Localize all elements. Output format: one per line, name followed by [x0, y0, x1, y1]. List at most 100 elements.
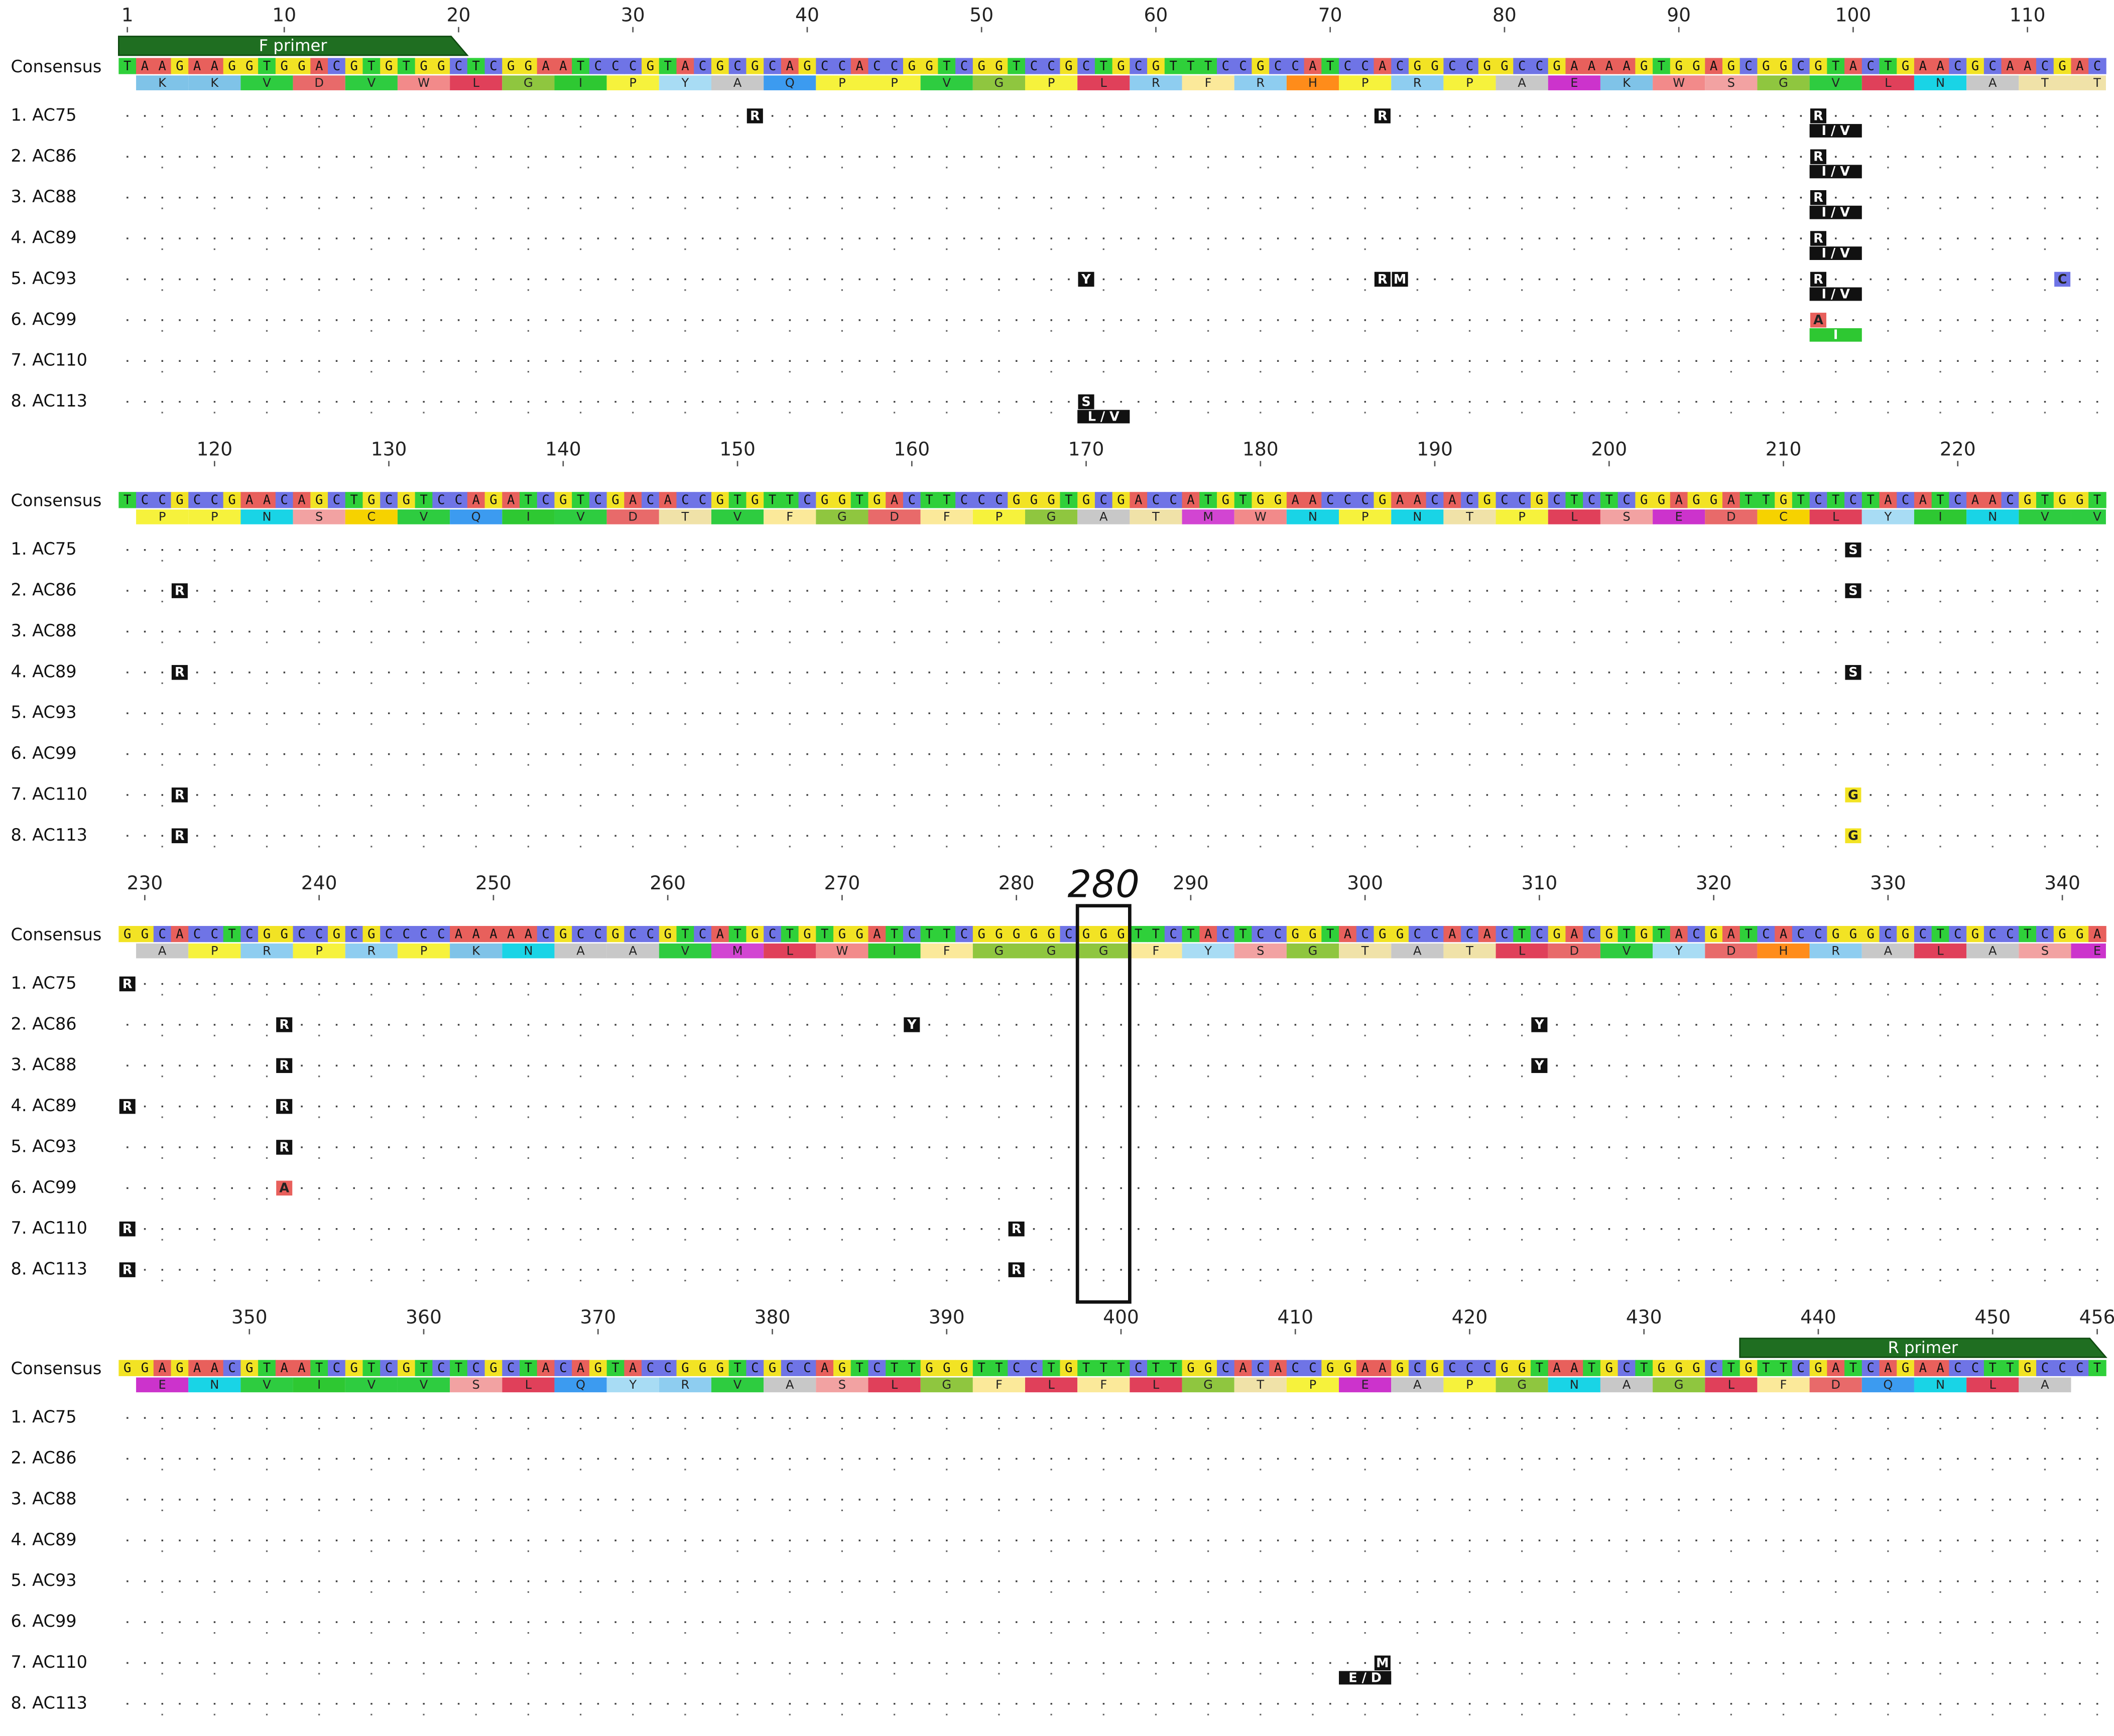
sequence-name: 8. AC113 [11, 1693, 87, 1712]
nucleotide-cell [1182, 925, 1200, 943]
amino-acid: N [210, 1378, 219, 1392]
nucleotide: G [1117, 59, 1125, 74]
nucleotide-cell [659, 492, 677, 508]
nucleotide: T [1152, 926, 1160, 942]
amino-acid: V [420, 1378, 428, 1392]
variant-base: R [1378, 272, 1388, 287]
nucleotide-cell [2036, 58, 2054, 74]
nucleotide: T [1082, 1361, 1090, 1376]
nucleotide-cell [1391, 492, 1409, 508]
amino-acid-cell [1861, 75, 1914, 90]
amino-acid: G [1203, 1378, 1213, 1392]
amino-acid: G [994, 944, 1004, 958]
nucleotide-cell [1687, 925, 1706, 943]
sequence-name: 6. AC99 [11, 1177, 77, 1197]
amino-acid-cell [188, 509, 241, 524]
nucleotide-cell [502, 925, 520, 943]
consensus-label: Consensus [11, 924, 102, 944]
nucleotide-cell [1949, 58, 1967, 74]
nucleotide-cell [1914, 925, 1932, 943]
nucleotide: T [1187, 926, 1194, 942]
nucleotide: C [1588, 926, 1595, 942]
nucleotide: C [1361, 59, 1369, 74]
ruler-label: 60 [1144, 4, 1168, 26]
nucleotide: T [943, 493, 950, 508]
nucleotide-cell [1321, 492, 1339, 508]
nucleotide: C [141, 493, 149, 508]
nucleotide: G [525, 59, 532, 74]
nucleotide: G [1867, 926, 1874, 942]
amino-acid-cell [1391, 75, 1444, 90]
nucleotide-cell [467, 1360, 485, 1376]
amino-acid: L [1153, 1378, 1160, 1392]
nucleotide-cell [380, 492, 398, 508]
nucleotide: G [403, 493, 410, 508]
amino-acid: P [1518, 510, 1526, 524]
nucleotide-cell [1356, 1360, 1375, 1376]
nucleotide-cell [2071, 925, 2089, 943]
nucleotide-cell [938, 58, 956, 74]
nucleotide: A [298, 1361, 305, 1376]
nucleotide: A [1588, 59, 1595, 74]
amino-acid-cell [920, 75, 973, 90]
amino-acid-cell [2019, 1377, 2071, 1393]
nucleotide: G [943, 1361, 950, 1376]
nucleotide: G [716, 1361, 724, 1376]
nucleotide: G [1658, 493, 1665, 508]
nucleotide: T [1762, 493, 1770, 508]
nucleotide: C [1222, 926, 1229, 942]
amino-acid-cell [1548, 75, 1600, 90]
aa-change-box [1339, 1671, 1392, 1685]
nucleotide: G [1902, 59, 1909, 74]
nucleotide-cell [1548, 58, 1566, 74]
nucleotide: C [1989, 926, 1997, 942]
nucleotide: A [542, 59, 549, 74]
nucleotide: A [211, 59, 218, 74]
nucleotide: T [611, 1361, 619, 1376]
amino-acid-cell [1809, 943, 1862, 959]
amino-acid: D [628, 510, 638, 524]
nucleotide: C [751, 1361, 759, 1376]
nucleotide: C [629, 926, 637, 942]
sequence-name: 2. AC86 [11, 1448, 77, 1467]
amino-acid-cell [188, 1377, 241, 1393]
nucleotide: A [298, 493, 305, 508]
sequence-name: 5. AC93 [11, 1136, 77, 1156]
nucleotide: T [367, 1361, 375, 1376]
nucleotide: A [141, 59, 149, 74]
amino-acid-cell [1182, 943, 1234, 959]
nucleotide: G [1117, 926, 1125, 942]
nucleotide-cell [2088, 492, 2106, 508]
nucleotide-cell [1426, 58, 1444, 74]
nucleotide-cell [798, 925, 817, 943]
nucleotide-cell [1042, 58, 1061, 74]
nucleotide-cell [920, 1360, 939, 1376]
ruler-label: 380 [755, 1306, 791, 1328]
variant-base: S [1848, 665, 1857, 680]
variant-base: R [279, 1058, 289, 1074]
nucleotide-cell [1408, 492, 1427, 508]
aa-change: E / D [1348, 1670, 1382, 1685]
nucleotide: G [1902, 1361, 1909, 1376]
nucleotide: G [1553, 926, 1560, 942]
nucleotide-cell [1670, 492, 1688, 508]
nucleotide: C [681, 493, 689, 508]
nucleotide: G [978, 59, 985, 74]
nucleotide: T [403, 59, 410, 74]
nucleotide-cell [1304, 925, 1322, 943]
nucleotide-cell [746, 1360, 764, 1376]
nucleotide-cell [886, 58, 904, 74]
nucleotide: G [1518, 1361, 1526, 1376]
nucleotide-cell [1653, 58, 1671, 74]
nucleotide-cell [1635, 1360, 1653, 1376]
nucleotide: A [1675, 926, 1682, 942]
nucleotide: C [960, 926, 968, 942]
nucleotide-cell [554, 925, 572, 943]
nucleotide-cell [1147, 1360, 1165, 1376]
nucleotide: A [1239, 1361, 1247, 1376]
nucleotide: A [1483, 926, 1491, 942]
nucleotide: G [245, 59, 253, 74]
amino-acid-cell [1339, 943, 1392, 959]
nucleotide-cell [1216, 58, 1235, 74]
ruler-label: 50 [969, 4, 993, 26]
